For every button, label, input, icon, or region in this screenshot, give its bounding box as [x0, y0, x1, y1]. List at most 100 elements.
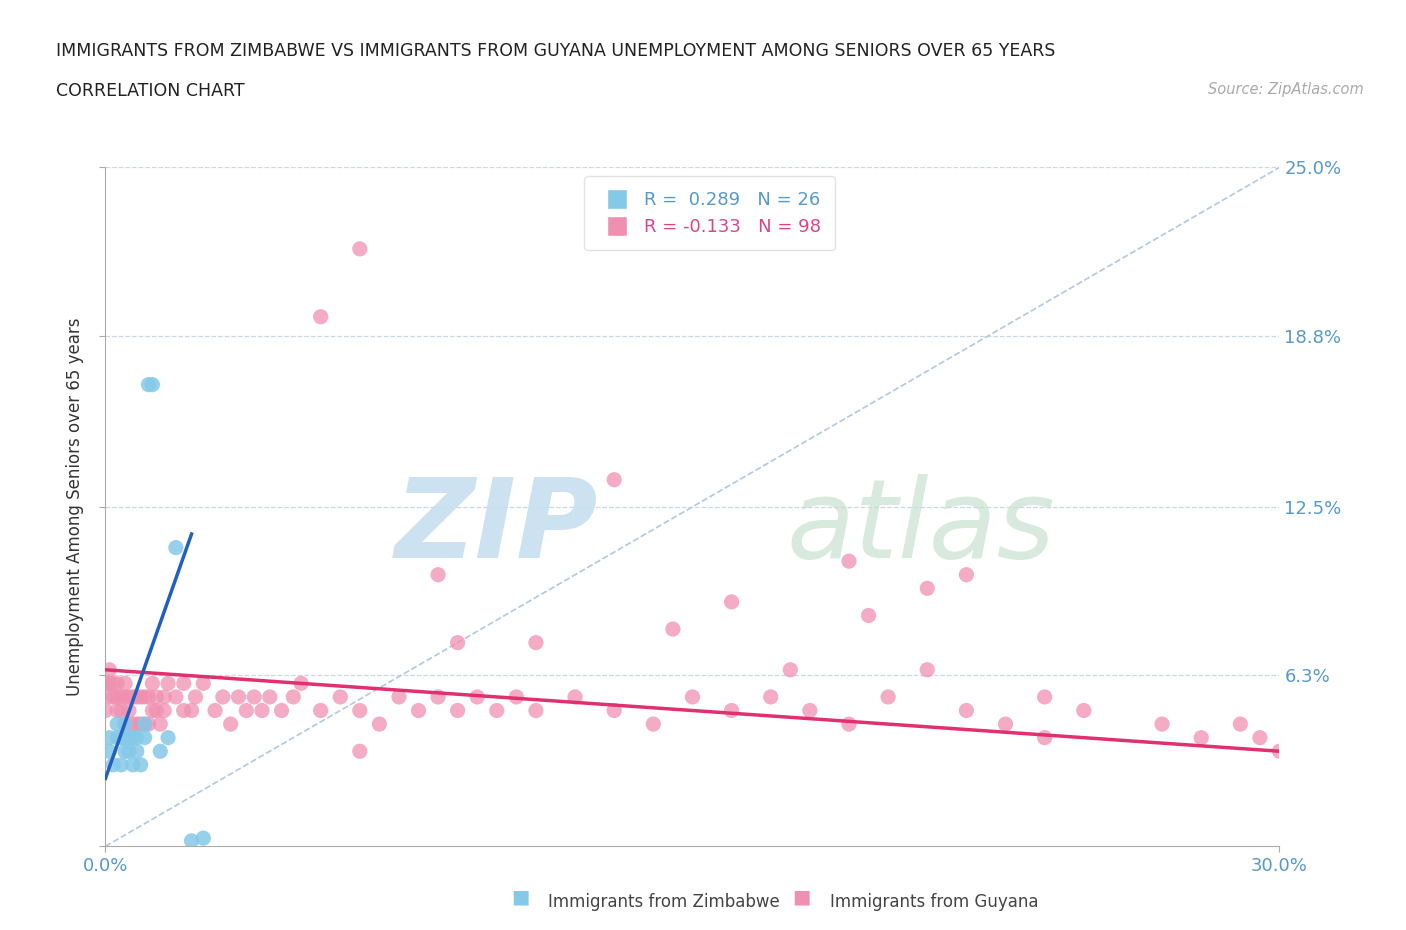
Point: [129, 757, 152, 772]
Point: [134, 717, 156, 732]
Point: [858, 608, 880, 623]
Point: [427, 689, 450, 704]
Text: ■: ■: [510, 887, 530, 906]
Point: [283, 689, 305, 704]
Point: [720, 594, 742, 609]
Text: atlas: atlas: [786, 473, 1054, 580]
Point: [1150, 717, 1173, 732]
Text: Source: ZipAtlas.com: Source: ZipAtlas.com: [1208, 82, 1364, 97]
Point: [180, 703, 202, 718]
Point: [153, 703, 176, 718]
Point: [98, 662, 121, 677]
Point: [779, 662, 801, 677]
Point: [250, 703, 273, 718]
Point: [603, 472, 626, 487]
Point: [564, 689, 586, 704]
Point: [103, 757, 125, 772]
Point: [134, 689, 156, 704]
Point: [165, 540, 187, 555]
Text: ■: ■: [792, 887, 811, 906]
Point: [228, 689, 250, 704]
Point: [204, 703, 226, 718]
Point: [138, 689, 160, 704]
Point: [309, 310, 332, 325]
Point: [134, 717, 156, 732]
Point: [603, 703, 626, 718]
Point: [114, 730, 136, 745]
Point: [125, 717, 148, 732]
Point: [94, 676, 117, 691]
Point: [157, 676, 180, 691]
Point: [270, 703, 292, 718]
Point: [427, 567, 450, 582]
Point: [643, 717, 665, 732]
Point: [138, 717, 160, 732]
Point: [141, 676, 163, 691]
Point: [329, 689, 352, 704]
Point: [98, 676, 121, 691]
Point: [720, 703, 742, 718]
Point: [388, 689, 411, 704]
Point: [505, 689, 527, 704]
Text: ZIP: ZIP: [395, 473, 599, 580]
Point: [915, 581, 938, 596]
Point: [799, 703, 821, 718]
Point: [349, 242, 371, 257]
Point: [915, 662, 938, 677]
Point: [110, 730, 132, 745]
Point: [184, 689, 207, 704]
Point: [121, 730, 143, 745]
Point: [349, 744, 371, 759]
Point: [219, 717, 242, 732]
Point: [118, 689, 141, 704]
Point: [662, 621, 685, 636]
Point: [838, 553, 860, 568]
Point: [114, 676, 136, 691]
Point: [446, 635, 468, 650]
Text: CORRELATION CHART: CORRELATION CHART: [56, 82, 245, 100]
Point: [110, 703, 132, 718]
Point: [121, 689, 143, 704]
Point: [134, 730, 156, 745]
Point: [98, 730, 121, 745]
Point: [125, 689, 148, 704]
Point: [211, 689, 233, 704]
Point: [838, 717, 860, 732]
Point: [103, 689, 125, 704]
Point: [408, 703, 430, 718]
Y-axis label: Unemployment Among Seniors over 65 years: Unemployment Among Seniors over 65 years: [66, 318, 84, 696]
Point: [114, 744, 136, 759]
Point: [105, 730, 128, 745]
Legend: R =  0.289   N = 26, R = -0.133   N = 98: R = 0.289 N = 26, R = -0.133 N = 98: [583, 177, 835, 250]
Point: [681, 689, 703, 704]
Point: [141, 703, 163, 718]
Point: [290, 676, 312, 691]
Point: [145, 689, 167, 704]
Point: [98, 689, 121, 704]
Point: [193, 676, 215, 691]
Point: [110, 757, 132, 772]
Point: [103, 676, 125, 691]
Point: [1073, 703, 1095, 718]
Point: [114, 717, 136, 732]
Point: [759, 689, 782, 704]
Point: [121, 757, 143, 772]
Point: [1249, 730, 1271, 745]
Point: [141, 378, 163, 392]
Point: [121, 717, 143, 732]
Point: [125, 730, 148, 745]
Point: [1033, 730, 1056, 745]
Point: [243, 689, 266, 704]
Point: [955, 703, 977, 718]
Point: [118, 744, 141, 759]
Point: [165, 689, 187, 704]
Text: IMMIGRANTS FROM ZIMBABWE VS IMMIGRANTS FROM GUYANA UNEMPLOYMENT AMONG SENIORS OV: IMMIGRANTS FROM ZIMBABWE VS IMMIGRANTS F…: [56, 42, 1056, 60]
Point: [145, 703, 167, 718]
Point: [125, 744, 148, 759]
Point: [110, 689, 132, 704]
Point: [349, 703, 371, 718]
Point: [114, 717, 136, 732]
Point: [1189, 730, 1212, 745]
Point: [235, 703, 257, 718]
Point: [105, 676, 128, 691]
